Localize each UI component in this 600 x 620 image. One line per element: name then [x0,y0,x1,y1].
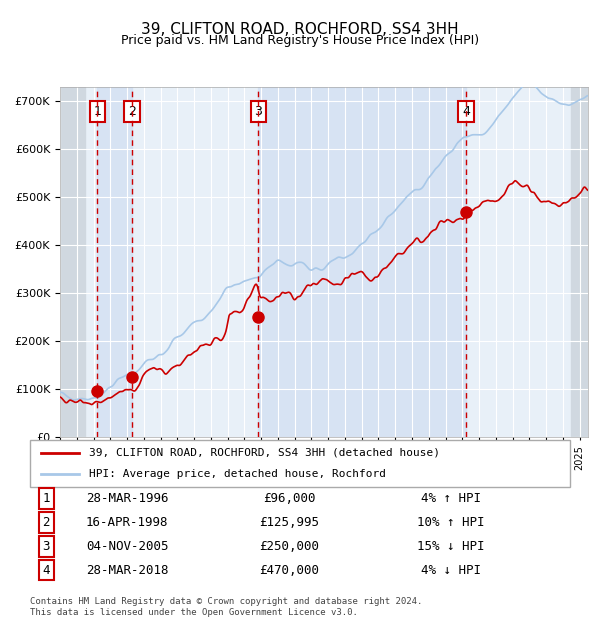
Text: 1: 1 [94,105,101,118]
Text: £470,000: £470,000 [259,564,319,577]
Text: 4% ↑ HPI: 4% ↑ HPI [421,492,481,505]
Text: 4: 4 [43,564,50,577]
Text: 39, CLIFTON ROAD, ROCHFORD, SS4 3HH (detached house): 39, CLIFTON ROAD, ROCHFORD, SS4 3HH (det… [89,448,440,458]
Text: 2: 2 [43,516,50,529]
Text: 3: 3 [43,540,50,553]
Text: 2: 2 [128,105,136,118]
Text: 39, CLIFTON ROAD, ROCHFORD, SS4 3HH: 39, CLIFTON ROAD, ROCHFORD, SS4 3HH [141,22,459,37]
Text: 1: 1 [43,492,50,505]
Text: 16-APR-1998: 16-APR-1998 [86,516,169,529]
Text: Price paid vs. HM Land Registry's House Price Index (HPI): Price paid vs. HM Land Registry's House … [121,34,479,47]
Text: 28-MAR-2018: 28-MAR-2018 [86,564,169,577]
Text: 28-MAR-1996: 28-MAR-1996 [86,492,169,505]
Text: £250,000: £250,000 [259,540,319,553]
Bar [60,87,85,437]
Text: 4: 4 [462,105,470,118]
Text: 10% ↑ HPI: 10% ↑ HPI [418,516,485,529]
Text: 3: 3 [254,105,262,118]
Text: £96,000: £96,000 [263,492,316,505]
Bar [97,87,132,437]
Bar [259,87,466,437]
Text: £125,995: £125,995 [259,516,319,529]
Text: 4% ↓ HPI: 4% ↓ HPI [421,564,481,577]
Text: Contains HM Land Registry data © Crown copyright and database right 2024.
This d: Contains HM Land Registry data © Crown c… [30,598,422,617]
FancyBboxPatch shape [30,440,570,487]
Text: HPI: Average price, detached house, Rochford: HPI: Average price, detached house, Roch… [89,469,386,479]
Bar [571,87,588,437]
Text: 15% ↓ HPI: 15% ↓ HPI [418,540,485,553]
Text: 04-NOV-2005: 04-NOV-2005 [86,540,169,553]
